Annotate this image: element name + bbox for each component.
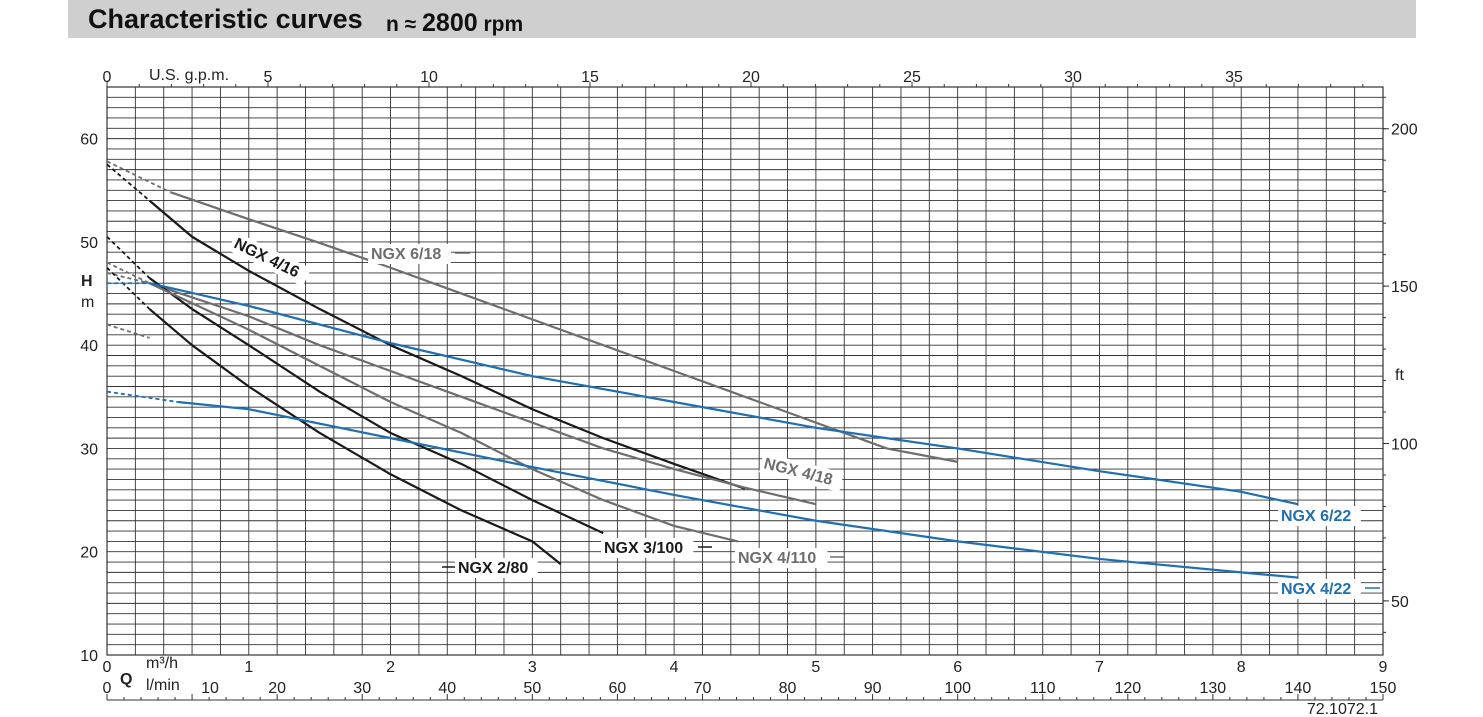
curve-shutoff-segment <box>106 160 172 194</box>
x-tick-label-gpm: 20 <box>742 69 760 86</box>
curve-label-ngx-6-22: NGX 6/22 <box>1281 508 1351 525</box>
chart-title: Characteristic curves <box>88 4 363 34</box>
curve-label-bg <box>368 244 451 264</box>
y-axis-unit: m <box>81 294 94 311</box>
curve-label-ngx-3-100: NGX 3/100 <box>604 540 683 557</box>
x-tick-label-lmin: 0 <box>103 680 112 697</box>
x-tick-label-gpm: 35 <box>1225 69 1243 86</box>
curve-line <box>149 282 739 543</box>
curve-label-ngx-4-110: NGX 4/110 <box>738 550 816 567</box>
x-tick-label-m3h: 6 <box>953 659 962 676</box>
x-tick-label-m3h: 8 <box>1237 659 1246 676</box>
x-tick-label-m3h: 7 <box>1095 659 1104 676</box>
curve-line <box>149 282 1299 506</box>
x-tick-label-m3h: 2 <box>386 659 395 676</box>
x-tick-label-gpm: 30 <box>1064 69 1082 86</box>
y-tick-label-ft: 50 <box>1391 594 1409 611</box>
curve-shutoff-segment <box>106 261 150 285</box>
curve-label-ngx-2-80: NGX 2/80 <box>458 560 528 577</box>
curve-line <box>170 191 958 463</box>
x-tick-label-m3h: 0 <box>103 659 112 676</box>
y-tick-label-ft: 100 <box>1391 436 1418 453</box>
curve-label-bg <box>228 232 312 287</box>
x-tick-label-lmin: 30 <box>353 680 371 697</box>
x-tick-label-gpm: 5 <box>264 69 273 86</box>
x-tick-label-lmin: 80 <box>779 680 797 697</box>
speed-unit: rpm <box>483 13 524 36</box>
chart-subtitle: n ≈ 2800 rpm <box>386 9 523 38</box>
x-tick-label-m3h: 1 <box>244 659 253 676</box>
curve-label-bg <box>455 558 538 578</box>
x-tick-label-gpm: 15 <box>581 69 599 86</box>
curve-line <box>148 277 604 535</box>
x-tick-label-lmin: 130 <box>1200 680 1227 697</box>
curve-line <box>148 199 746 490</box>
y-tick-label-m: 10 <box>80 648 98 665</box>
x-tick-label-lmin: 110 <box>1030 680 1056 697</box>
curve-shutoff-segment <box>106 323 150 339</box>
plot-frame <box>106 86 1384 656</box>
y-tick-label-m: 20 <box>80 545 98 562</box>
x-tick-label-gpm: 25 <box>903 69 921 86</box>
y-tick-label-m: 30 <box>80 441 98 458</box>
y-tick-label-m: 40 <box>80 338 98 355</box>
x-tick-label-lmin: 20 <box>268 680 286 697</box>
curve-shutoff-segment <box>106 390 179 403</box>
curve-label-ngx-4-22: NGX 4/22 <box>1281 581 1351 598</box>
y-tick-label-ft: 150 <box>1391 279 1418 296</box>
x-tick-label-lmin: 60 <box>609 680 627 697</box>
figure-code: 72.1072.1 <box>1307 701 1378 717</box>
curve-label-bg <box>601 538 694 558</box>
x-tick-label-lmin: 100 <box>944 680 971 697</box>
y-tick-label-ft: 200 <box>1391 122 1418 139</box>
curve-line <box>148 308 562 565</box>
curve-line <box>177 400 1299 579</box>
x-tick-label-lmin: 50 <box>523 680 541 697</box>
x-axis-unit-lmin: l/min <box>146 677 180 694</box>
curve-label-bg <box>735 548 828 568</box>
top-axis-unit: U.S. g.p.m. <box>149 67 229 84</box>
x-tick-label-m3h: 5 <box>811 659 820 676</box>
curve-shutoff-segment <box>106 267 151 310</box>
curve-label-bg <box>1278 506 1361 526</box>
x-tick-label-lmin: 150 <box>1370 680 1397 697</box>
y-axis-label: H <box>81 273 93 290</box>
chart-curves <box>106 160 1299 579</box>
x-tick-label-lmin: 90 <box>864 680 882 697</box>
curve-label-bg <box>758 452 845 493</box>
curve-label-bg <box>1278 579 1361 599</box>
x-axis-label: Q <box>120 671 132 688</box>
x-tick-label-m3h: 4 <box>670 659 679 676</box>
title-bar: Characteristic curves n ≈ 2800 rpm <box>68 0 1416 38</box>
x-tick-label-lmin: 120 <box>1114 680 1141 697</box>
y-tick-label-m: 50 <box>80 235 98 252</box>
x-tick-label-lmin: 10 <box>201 680 219 697</box>
speed-prefix: n ≈ <box>386 13 417 36</box>
speed-value: 2800 <box>422 9 478 37</box>
curve-shutoff-segment <box>106 163 151 202</box>
curve-label-ngx-4-18: NGX 4/18 <box>762 455 834 489</box>
x-tick-label-lmin: 70 <box>694 680 712 697</box>
curve-label-ngx-6-18: NGX 6/18 <box>371 246 441 263</box>
right-axis-unit: ft <box>1395 367 1404 384</box>
x-tick-label-gpm: 10 <box>420 69 438 86</box>
x-tick-label-lmin: 40 <box>438 680 456 697</box>
y-tick-label-m: 60 <box>80 132 98 149</box>
x-axis-unit-m3h: m³/h <box>146 655 178 672</box>
x-tick-label-gpm: 0 <box>103 69 112 86</box>
curve-shutoff-segment <box>106 236 151 279</box>
chart-grid <box>106 86 1384 656</box>
x-tick-label-m3h: 9 <box>1379 659 1388 676</box>
x-tick-label-m3h: 3 <box>528 659 537 676</box>
x-tick-label-lmin: 140 <box>1285 680 1312 697</box>
curve-line <box>149 282 817 506</box>
